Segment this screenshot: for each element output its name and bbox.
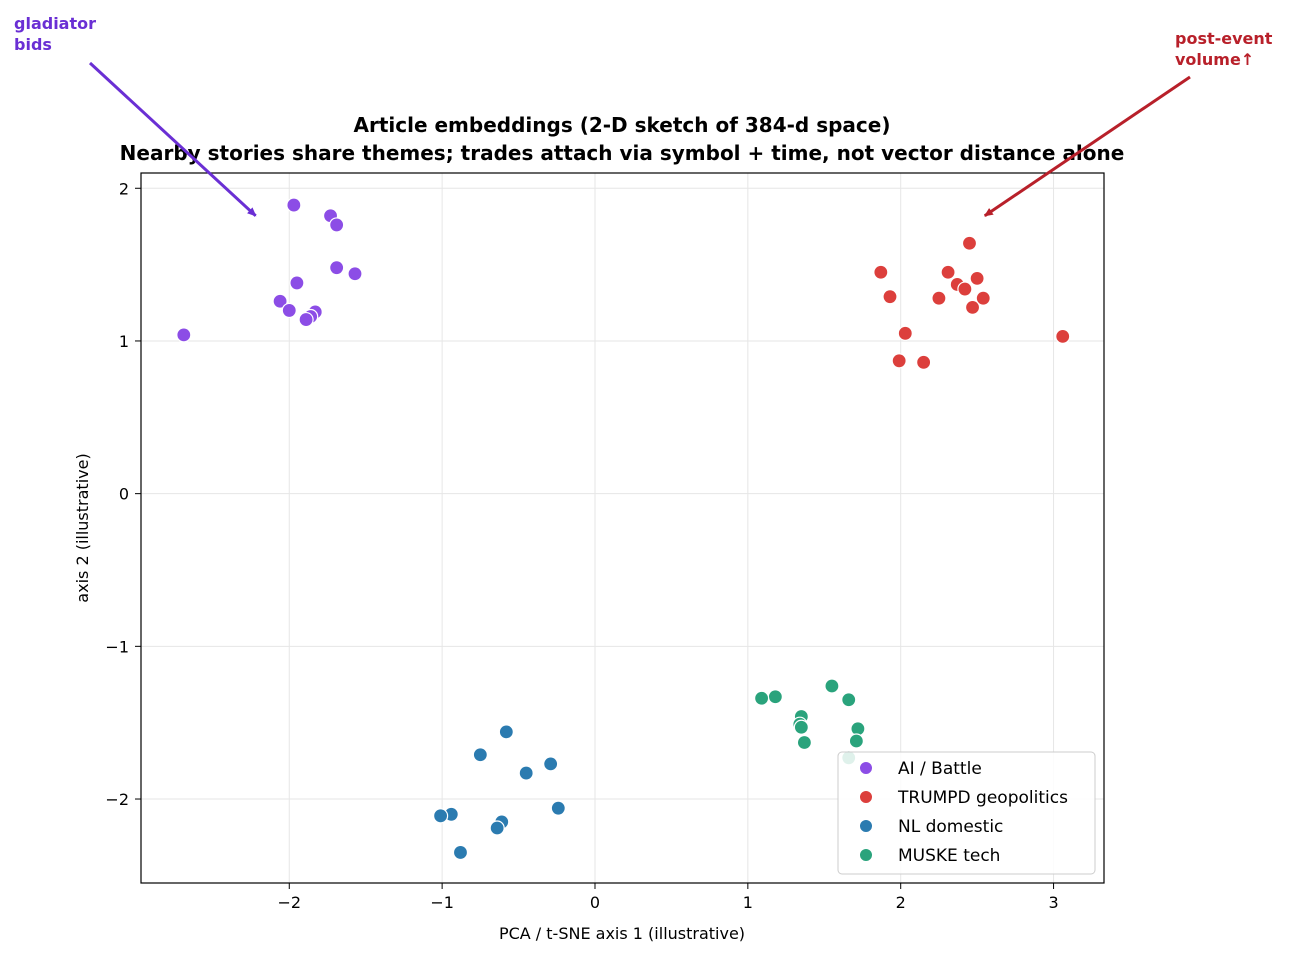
annotation-arrow	[983, 75, 1191, 217]
scatter-point	[793, 719, 809, 735]
scatter-point	[550, 800, 566, 816]
annotation-text: bids	[14, 35, 52, 54]
scatter-point	[824, 678, 840, 694]
scatter-point	[489, 820, 505, 836]
chart-subtitle: Nearby stories share themes; trades atta…	[120, 141, 1125, 165]
annotation: gladiator bids	[14, 14, 257, 217]
scatter-point	[940, 264, 956, 280]
legend-marker	[859, 761, 873, 775]
annotation-arrow	[88, 61, 257, 217]
scatter-point	[433, 808, 449, 824]
scatter-point	[289, 275, 305, 291]
scatter-point	[848, 733, 864, 749]
scatter-point	[841, 692, 857, 708]
ticks-layer: −2 −1 0 1 2 3 −2 −1 0 1 2	[105, 179, 1058, 912]
annotation-text: post-event	[1175, 29, 1273, 48]
scatter-point	[931, 290, 947, 306]
scatter-point	[518, 765, 534, 781]
scatter-point	[329, 260, 345, 276]
y-tick-label: −1	[105, 637, 129, 656]
scatter-point	[1055, 328, 1071, 344]
scatter-point	[176, 327, 192, 343]
scatter-point	[498, 724, 514, 740]
legend-box	[837, 751, 1096, 875]
scatter-point	[767, 689, 783, 705]
legend-marker	[859, 790, 873, 804]
scatter-point	[969, 270, 985, 286]
legend-label: MUSKE tech	[898, 846, 1000, 866]
scatter-point	[975, 290, 991, 306]
scatter-point	[347, 266, 363, 282]
scatter-point	[543, 756, 559, 772]
y-tick-label: 1	[119, 332, 129, 351]
x-tick-label: 0	[590, 893, 600, 912]
scatter-point	[964, 299, 981, 315]
scatter-point	[961, 235, 978, 251]
scatter-point	[873, 264, 889, 280]
chart-title: Article embeddings (2-D sketch of 384-d …	[354, 113, 891, 137]
scatter-point	[957, 281, 973, 297]
x-tick-label: −2	[277, 893, 301, 912]
x-axis-label: PCA / t-SNE axis 1 (illustrative)	[499, 924, 745, 943]
scatter-point	[472, 747, 488, 763]
plot-frame	[140, 172, 1105, 884]
scatter-point	[882, 289, 898, 305]
scatter-point	[897, 325, 913, 341]
points-layer	[176, 197, 1071, 861]
x-tick-label: 1	[743, 893, 753, 912]
y-tick-label: 0	[119, 485, 129, 504]
annotation-layer: gladiator bids post-event volume↑	[14, 14, 1273, 217]
grid-layer	[141, 173, 1104, 883]
legend-label: NL domestic	[898, 817, 1003, 837]
scatter-point	[891, 353, 907, 369]
y-tick-label: 2	[119, 179, 129, 198]
scatter-point	[281, 302, 297, 319]
scatter-point	[272, 293, 288, 309]
scatter-point	[329, 217, 345, 233]
legend-marker	[859, 819, 873, 833]
scatter-point	[796, 734, 813, 751]
legend-marker	[859, 848, 873, 862]
x-tick-label: −1	[430, 893, 454, 912]
annotation-text: volume↑	[1175, 50, 1254, 69]
annotation-text: gladiator	[14, 14, 96, 33]
legend: AI / Battle TRUMPD geopolitics NL domestic…	[837, 751, 1096, 875]
scatter-point	[286, 197, 302, 213]
scatter-point	[298, 311, 314, 328]
y-tick-label: −2	[105, 790, 129, 809]
legend-label: TRUMPD geopolitics	[897, 788, 1068, 808]
y-axis-label: axis 2 (illustrative)	[73, 453, 92, 602]
annotation: post-event volume↑	[983, 29, 1273, 217]
scatter-point	[753, 690, 770, 706]
scatter-point	[452, 844, 469, 861]
legend-label: AI / Battle	[898, 759, 982, 779]
x-tick-label: 3	[1048, 893, 1058, 912]
scatter-point	[916, 354, 932, 370]
x-tick-label: 2	[896, 893, 906, 912]
